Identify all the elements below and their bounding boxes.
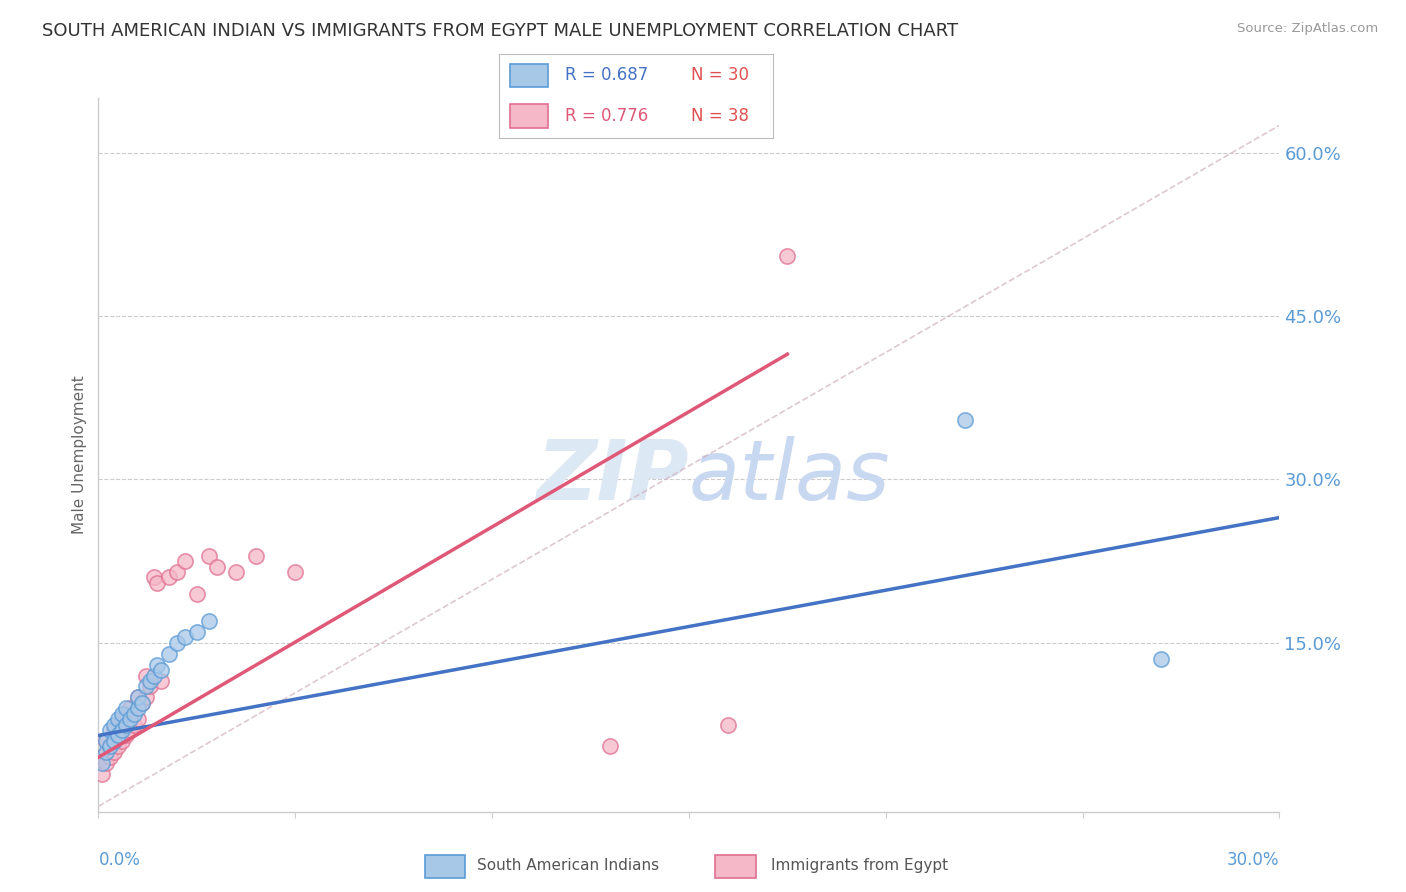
Text: N = 38: N = 38 — [692, 107, 749, 125]
Point — [91, 750, 114, 764]
Point — [98, 750, 121, 764]
Point — [115, 729, 138, 743]
Point — [107, 729, 129, 743]
Point — [131, 696, 153, 710]
Point — [186, 624, 208, 639]
Point — [225, 565, 247, 579]
Point — [96, 734, 118, 748]
Point — [127, 701, 149, 715]
Point — [98, 723, 121, 737]
Point — [107, 717, 129, 731]
Point — [107, 739, 129, 754]
Point — [174, 631, 197, 645]
Point — [127, 690, 149, 705]
Text: Immigrants from Egypt: Immigrants from Egypt — [770, 858, 948, 872]
Point — [96, 745, 118, 759]
Text: R = 0.776: R = 0.776 — [565, 107, 648, 125]
Point — [146, 576, 169, 591]
Point — [142, 570, 165, 584]
Text: South American Indians: South American Indians — [477, 858, 659, 872]
Point — [150, 663, 173, 677]
Point — [135, 680, 157, 694]
Point — [118, 723, 141, 737]
Point — [197, 549, 219, 563]
Point — [166, 636, 188, 650]
Point — [103, 723, 125, 737]
Point — [91, 756, 114, 770]
Point — [111, 734, 134, 748]
Point — [96, 734, 118, 748]
Point — [118, 712, 141, 726]
Point — [122, 706, 145, 721]
Point — [115, 706, 138, 721]
Point — [284, 565, 307, 579]
Point — [205, 559, 228, 574]
Point — [157, 647, 180, 661]
Point — [111, 706, 134, 721]
Point — [245, 549, 267, 563]
Point — [127, 712, 149, 726]
Point — [150, 673, 173, 688]
Point — [138, 680, 160, 694]
Point — [953, 412, 976, 426]
Text: Source: ZipAtlas.com: Source: ZipAtlas.com — [1237, 22, 1378, 36]
Bar — [510, 104, 548, 128]
Point — [103, 717, 125, 731]
Text: 30.0%: 30.0% — [1227, 851, 1279, 869]
Point — [122, 717, 145, 731]
Bar — [716, 855, 755, 878]
Text: atlas: atlas — [689, 436, 890, 516]
Text: ZIP: ZIP — [536, 436, 689, 516]
Text: R = 0.687: R = 0.687 — [565, 66, 648, 84]
Point — [111, 723, 134, 737]
Point — [107, 712, 129, 726]
Point — [186, 587, 208, 601]
Point — [98, 739, 121, 754]
Point — [157, 570, 180, 584]
Point — [103, 745, 125, 759]
Point — [197, 614, 219, 628]
Point — [138, 673, 160, 688]
Point — [91, 766, 114, 780]
Point — [146, 657, 169, 672]
Point — [717, 717, 740, 731]
Point — [118, 701, 141, 715]
Bar — [510, 63, 548, 87]
Point — [1150, 652, 1173, 666]
Point — [142, 668, 165, 682]
Point — [103, 734, 125, 748]
Point — [127, 690, 149, 705]
Point — [135, 668, 157, 682]
Y-axis label: Male Unemployment: Male Unemployment — [72, 376, 87, 534]
Point — [135, 690, 157, 705]
Text: N = 30: N = 30 — [692, 66, 749, 84]
Text: SOUTH AMERICAN INDIAN VS IMMIGRANTS FROM EGYPT MALE UNEMPLOYMENT CORRELATION CHA: SOUTH AMERICAN INDIAN VS IMMIGRANTS FROM… — [42, 22, 959, 40]
Point — [115, 701, 138, 715]
Text: 0.0%: 0.0% — [98, 851, 141, 869]
Bar — [425, 855, 465, 878]
Point — [111, 712, 134, 726]
Point — [131, 696, 153, 710]
Point — [174, 554, 197, 568]
Point — [96, 756, 118, 770]
Point — [166, 565, 188, 579]
Point — [115, 717, 138, 731]
Point — [776, 249, 799, 263]
Point — [98, 739, 121, 754]
Point — [599, 739, 621, 754]
